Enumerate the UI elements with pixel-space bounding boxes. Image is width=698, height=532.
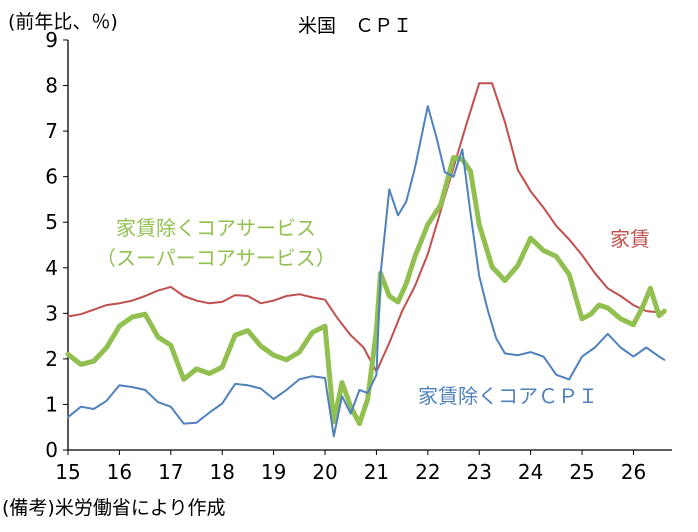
series-label-core-cpi-ex-rent: 家賃除くコアＣＰＩ: [418, 384, 598, 408]
y-axis-ticks: 0 1 2 3 4 5 6 7 8 9: [45, 28, 68, 462]
x-tick-label: 20: [312, 460, 337, 484]
y-tick-label: 2: [45, 347, 58, 371]
x-tick-label: 17: [158, 460, 183, 484]
y-axis-unit-label: (前年比、％): [8, 11, 118, 33]
x-tick-label: 19: [261, 460, 286, 484]
series-label-rent-line-1: 家賃: [610, 227, 650, 251]
y-tick-label: 7: [45, 119, 58, 143]
y-tick-label: 0: [45, 438, 58, 462]
x-axis-ticks: 15 16 17 18 19 20 21 22 23 24 25 26: [55, 450, 646, 484]
source-note: (備考)米労働省により作成: [2, 497, 225, 519]
x-tick-label: 21: [364, 460, 389, 484]
series-core-cpi-ex-rent-line: [67, 105, 666, 438]
y-tick-label: 9: [45, 28, 58, 52]
chart-title: 米国 ＣＰＩ: [298, 15, 412, 37]
series-label-supercore-line-2: （スーパーコアサービス）: [96, 246, 336, 270]
series-label-rent: 家賃: [610, 227, 650, 251]
y-tick-label: 6: [45, 165, 58, 189]
series-label-core-cpi-ex-rent-line-1: 家賃除くコアＣＰＩ: [418, 384, 598, 408]
x-tick-label: 23: [467, 460, 492, 484]
y-tick-label: 1: [45, 392, 58, 416]
series-label-supercore: 家賃除くコアサービス （スーパーコアサービス）: [96, 216, 336, 270]
y-tick-label: 4: [45, 256, 58, 280]
x-tick-label: 15: [55, 460, 80, 484]
y-tick-label: 8: [45, 74, 58, 98]
x-tick-label: 18: [209, 460, 234, 484]
x-tick-label: 26: [621, 460, 646, 484]
series-rent-line: [67, 82, 661, 373]
x-tick-label: 16: [107, 460, 132, 484]
x-tick-label: 22: [415, 460, 440, 484]
series-lines: [65, 82, 667, 438]
series-label-supercore-line-1: 家賃除くコアサービス: [116, 216, 316, 240]
x-tick-label: 24: [518, 460, 543, 484]
x-tick-label: 25: [569, 460, 594, 484]
y-tick-label: 5: [45, 210, 58, 234]
y-tick-label: 3: [45, 301, 58, 325]
